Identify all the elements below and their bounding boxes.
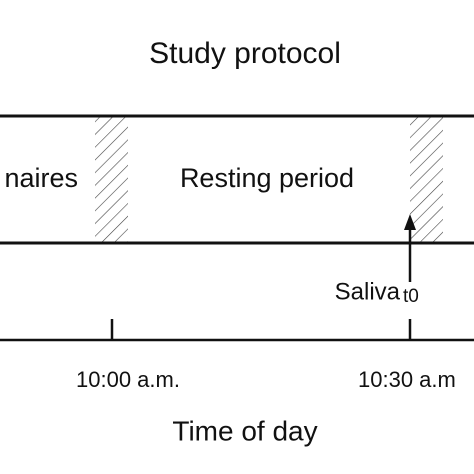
phase-label: Resting period — [180, 163, 354, 193]
tick-label: 10:00 a.m. — [76, 367, 180, 392]
phase-label: naires — [4, 163, 78, 193]
arrow-head — [404, 214, 416, 230]
tick-label: 10:30 a.m — [358, 367, 456, 392]
hatched-band — [410, 117, 443, 243]
sample-label: Saliva — [335, 278, 401, 305]
hatched-band — [95, 117, 128, 243]
title: Study protocol — [149, 37, 341, 70]
sample-subscript: t0 — [403, 286, 419, 307]
axis-label: Time of day — [172, 415, 317, 446]
